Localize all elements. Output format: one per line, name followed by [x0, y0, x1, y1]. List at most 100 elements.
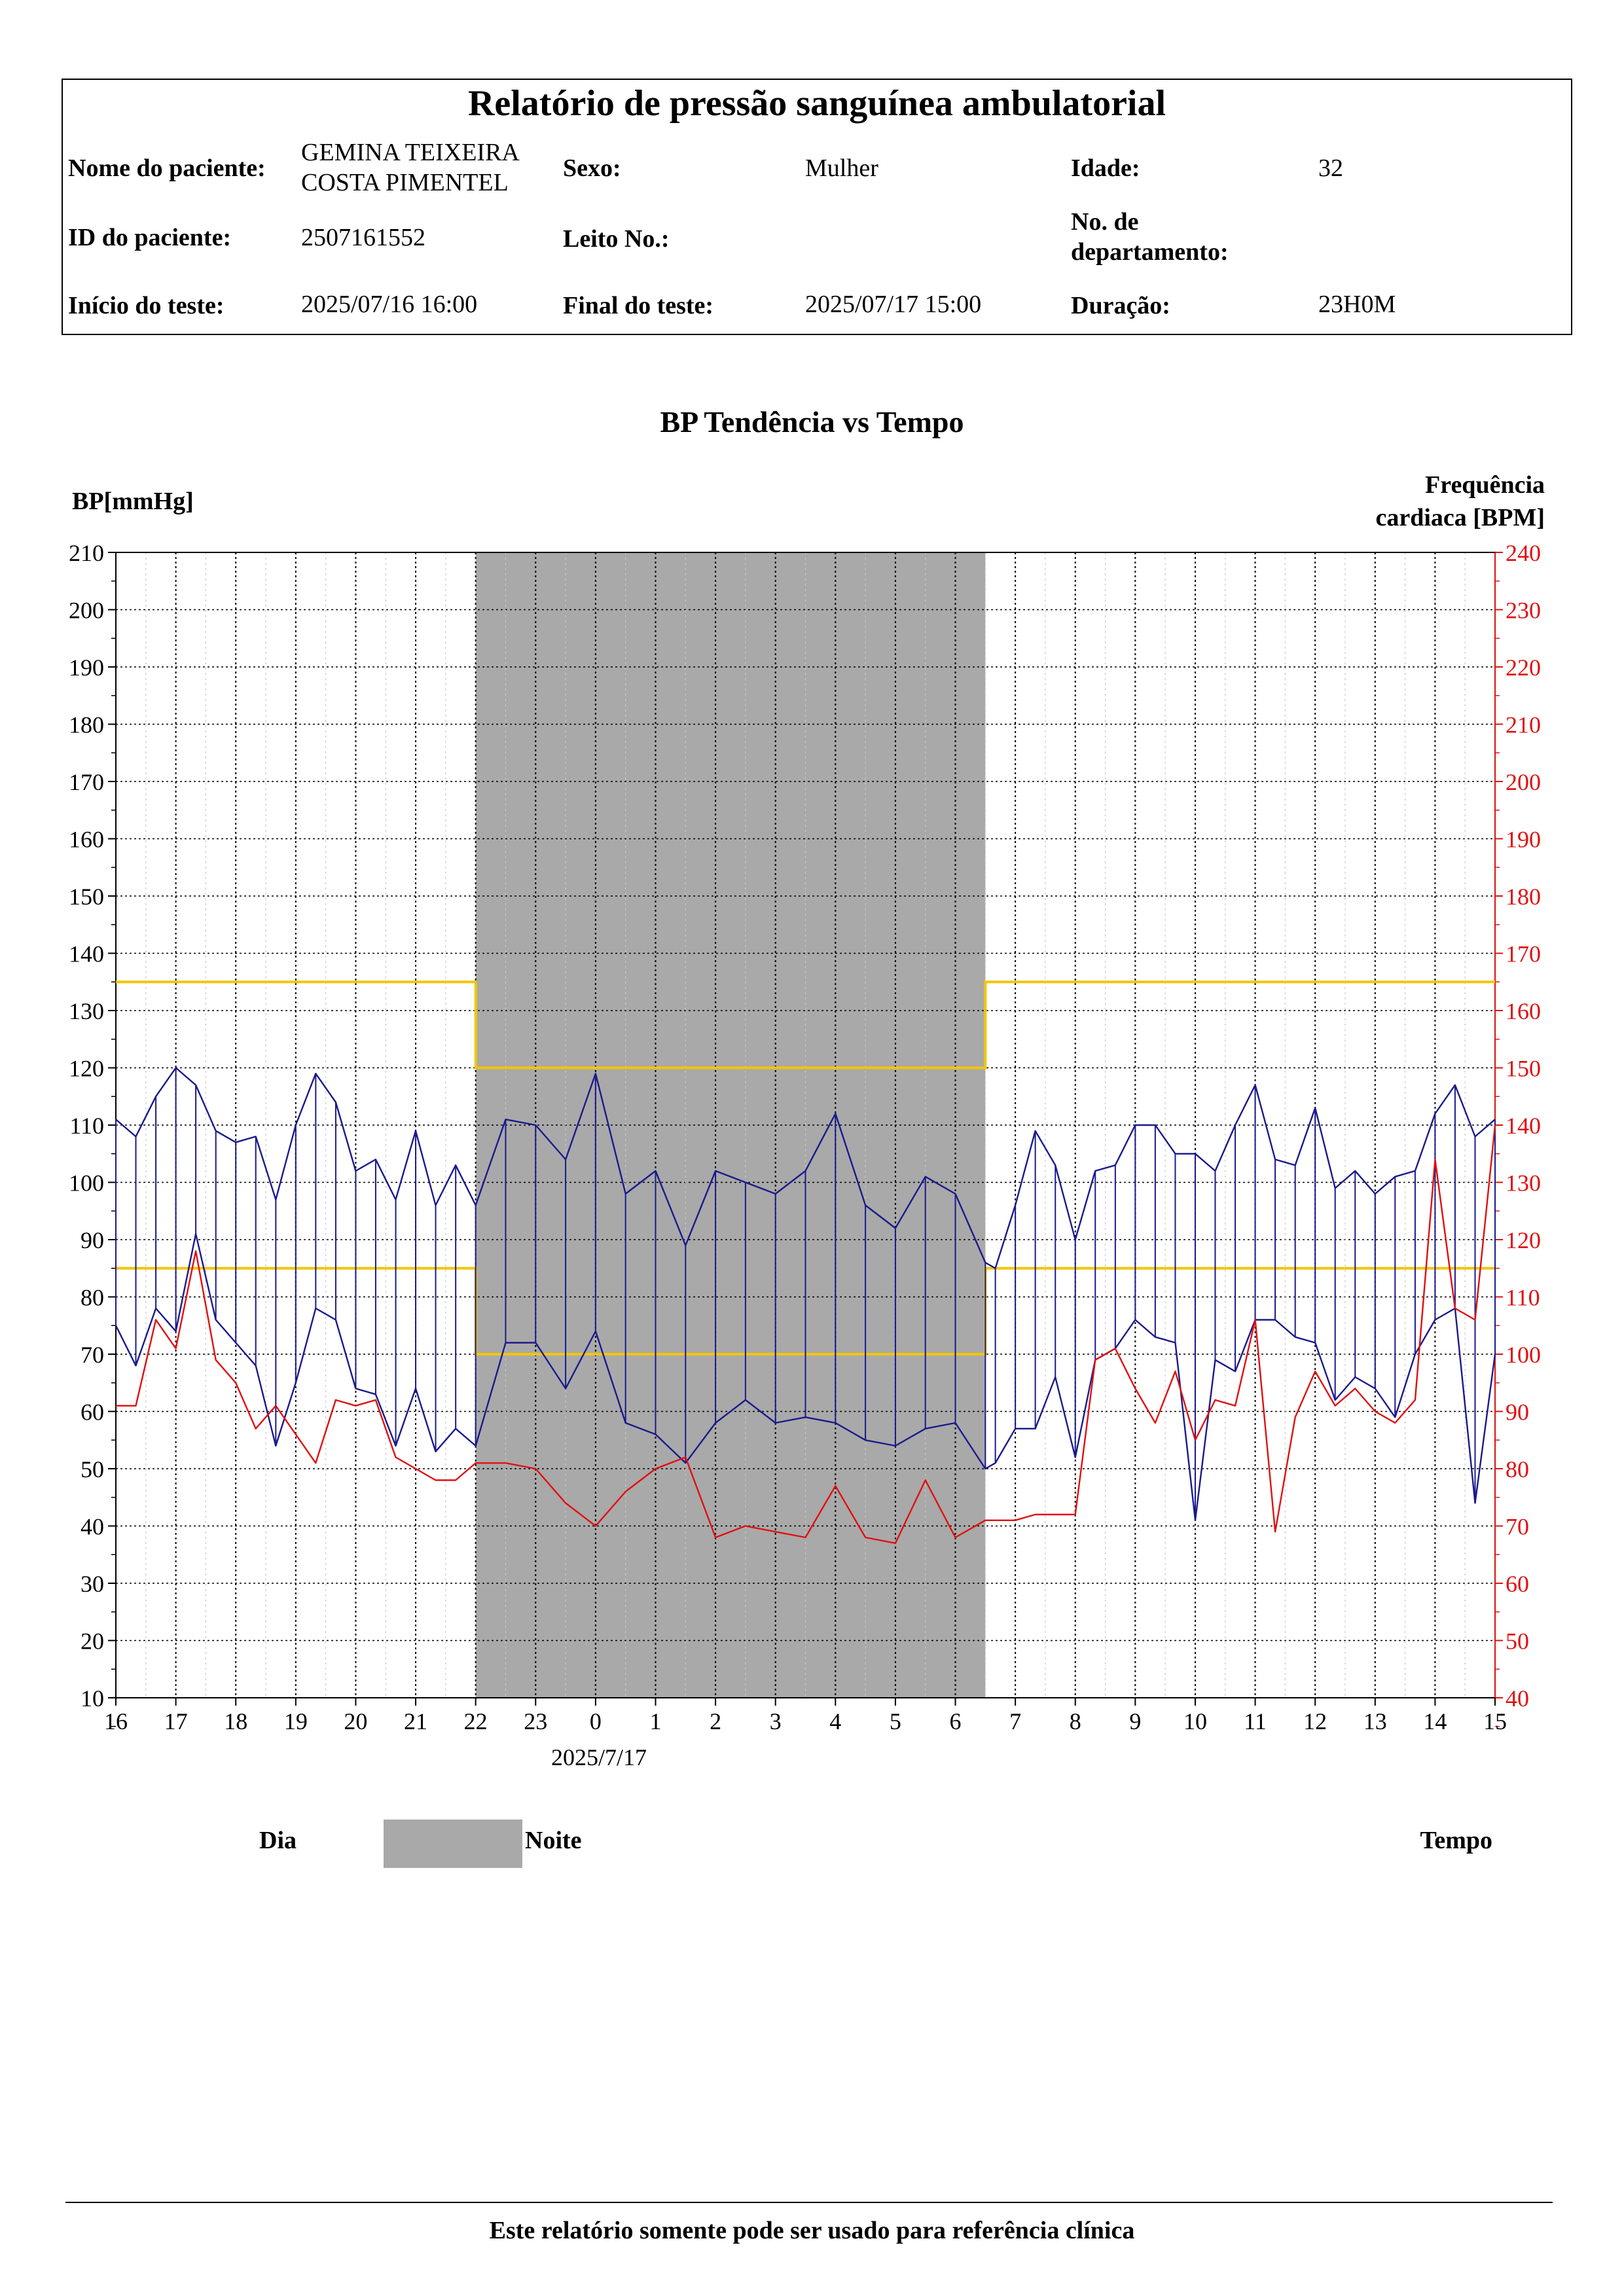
legend-time-label: Tempo — [1420, 1827, 1492, 1854]
patient-name-line1: GEMINA TEIXEIRA — [301, 139, 520, 166]
duration-value: 23H0M — [1318, 291, 1396, 318]
x-tick-label: 21 — [404, 1708, 427, 1734]
start-value: 2025/07/16 16:00 — [301, 291, 478, 318]
y-tick-label: 150 — [69, 884, 104, 910]
end-value: 2025/07/17 15:00 — [805, 291, 982, 318]
y-tick-label: 120 — [69, 1056, 104, 1082]
y2-tick-label: 150 — [1506, 1056, 1541, 1082]
y2-tick-label: 200 — [1506, 769, 1541, 795]
x-tick-label: 15 — [1483, 1708, 1507, 1734]
y-tick-label: 110 — [69, 1113, 104, 1139]
y-tick-label: 70 — [81, 1342, 104, 1368]
y2-tick-label: 190 — [1506, 827, 1541, 853]
series-lines-layer — [115, 1067, 1496, 1544]
x-tick-label: 4 — [829, 1708, 841, 1734]
dept-label-line1: No. de — [1071, 208, 1139, 236]
y-tick-label: 100 — [69, 1170, 104, 1196]
age-label: Idade: — [1071, 154, 1140, 182]
sex-label: Sexo: — [563, 154, 621, 182]
heart-rate-line — [116, 1124, 1496, 1544]
y2-tick-label: 70 — [1506, 1514, 1529, 1540]
hr-axis-label-line1: Frequência — [1425, 471, 1545, 499]
y-tick-label: 160 — [69, 827, 104, 853]
x-tick-label: 19 — [284, 1708, 308, 1734]
x-tick-label: 1 — [649, 1708, 661, 1734]
y-tick-label: 90 — [81, 1227, 104, 1253]
bp-range-bars-layer — [115, 1067, 1496, 1520]
patient-id-value: 2507161552 — [301, 224, 425, 251]
y-tick-label: 30 — [81, 1571, 104, 1597]
y2-tick-label: 180 — [1506, 884, 1541, 910]
y2-tick-label: 210 — [1506, 712, 1541, 738]
y-tick-label: 60 — [81, 1399, 104, 1426]
systolic-threshold-line — [116, 980, 1495, 1069]
y2-tick-label: 140 — [1506, 1113, 1541, 1139]
x-tick-label: 23 — [524, 1708, 547, 1734]
legend-day-label: Dia — [259, 1827, 297, 1854]
x-tick-label: 0 — [590, 1708, 602, 1734]
y-tick-label: 80 — [81, 1285, 104, 1311]
y2-tick-label: 100 — [1506, 1342, 1541, 1368]
footer-divider — [65, 2202, 1553, 2203]
x-tick-label: 22 — [464, 1708, 488, 1734]
x-tick-label: 10 — [1183, 1708, 1207, 1734]
y-tick-label: 130 — [69, 998, 104, 1024]
x-tick-label: 16 — [104, 1708, 128, 1734]
y2-tick-label: 240 — [1506, 540, 1541, 566]
y2-tick-label: 160 — [1506, 998, 1541, 1024]
x-tick-label: 8 — [1070, 1708, 1081, 1734]
start-label: Início do teste: — [68, 292, 225, 319]
report-title: Relatório de pressão sanguínea ambulator… — [467, 83, 1166, 124]
bed-label: Leito No.: — [563, 225, 670, 253]
y2-tick-label: 110 — [1506, 1285, 1540, 1311]
bp-axis-label: BP[mmHg] — [72, 488, 194, 515]
x-tick-label: 12 — [1303, 1708, 1327, 1734]
chart-title: BP Tendência vs Tempo — [660, 405, 964, 439]
dept-label-line2: departamento: — [1071, 238, 1229, 266]
y-tick-label: 180 — [69, 712, 104, 738]
y-tick-label: 40 — [81, 1514, 104, 1540]
hr-axis-label: Frequência cardiaca [BPM] — [1283, 469, 1545, 534]
y2-tick-label: 90 — [1506, 1399, 1529, 1426]
x-tick-label: 20 — [344, 1708, 367, 1734]
age-value: 32 — [1318, 154, 1343, 182]
diastolic-line — [115, 1233, 1496, 1521]
x-tick-label: 2 — [710, 1708, 721, 1734]
y2-tick-label: 40 — [1506, 1685, 1529, 1712]
y-tick-label: 210 — [69, 540, 104, 566]
x-tick-label: 17 — [164, 1708, 188, 1734]
y-tick-label: 200 — [69, 598, 104, 624]
y-tick-label: 10 — [81, 1685, 104, 1712]
patient-name-line2: COSTA PIMENTEL — [301, 169, 509, 196]
y-tick-label: 190 — [69, 655, 104, 681]
hr-axis-label-line2: cardiaca [BPM] — [1375, 504, 1545, 531]
report-header: Relatório de pressão sanguínea ambulator… — [62, 79, 1572, 335]
sex-value: Mulher — [805, 154, 878, 182]
y2-tick-label: 130 — [1506, 1170, 1541, 1196]
legend-night-label: Noite — [525, 1827, 582, 1854]
x-tick-label: 9 — [1129, 1708, 1141, 1734]
bp-trend-chart: 1020304050607080901001101201301401501601… — [69, 540, 1541, 1770]
patient-name-label: Nome do paciente: — [68, 154, 266, 182]
end-label: Final do teste: — [563, 292, 714, 319]
x-tick-label: 13 — [1363, 1708, 1387, 1734]
patient-id-label: ID do paciente: — [68, 224, 232, 251]
y-tick-label: 170 — [69, 769, 104, 795]
y2-tick-label: 60 — [1506, 1571, 1529, 1597]
systolic-line — [115, 1067, 1496, 1269]
y2-tick-label: 50 — [1506, 1628, 1529, 1655]
x-tick-label: 14 — [1423, 1708, 1447, 1734]
y-tick-label: 50 — [81, 1456, 104, 1482]
x-tick-label: 18 — [224, 1708, 247, 1734]
legend-night-swatch — [384, 1820, 522, 1868]
x-tick-label: 7 — [1009, 1708, 1021, 1734]
y-tick-label: 20 — [81, 1628, 104, 1655]
x-tick-label: 5 — [890, 1708, 901, 1734]
y2-tick-label: 170 — [1506, 941, 1541, 967]
date-label: 2025/7/17 — [551, 1744, 647, 1770]
y2-tick-label: 120 — [1506, 1227, 1541, 1253]
y2-tick-label: 80 — [1506, 1456, 1529, 1482]
x-tick-label: 11 — [1244, 1708, 1267, 1734]
y-tick-label: 140 — [69, 941, 104, 967]
x-tick-label: 3 — [770, 1708, 782, 1734]
